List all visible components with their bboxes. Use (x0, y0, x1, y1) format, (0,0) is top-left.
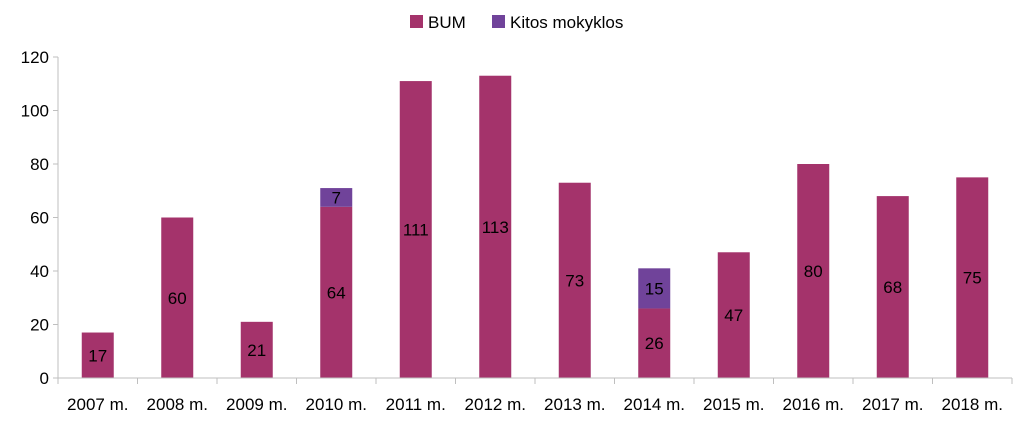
data-label: 21 (247, 341, 266, 360)
data-label: 80 (804, 262, 823, 281)
x-tick-label: 2010 m. (306, 395, 367, 414)
bar-segment (479, 75, 512, 378)
data-label: 73 (565, 271, 584, 290)
y-tick-label: 80 (30, 155, 49, 174)
x-tick-label: 2015 m. (703, 395, 764, 414)
legend-label: Kitos mokyklos (510, 13, 623, 32)
x-axis: 2007 m. 2008 m. 2009 m. 2010 m. 2011 m. 2012 … (57, 377, 1013, 414)
bar-segment (717, 252, 750, 378)
data-label: 15 (645, 279, 664, 298)
bar-segment (956, 177, 989, 378)
legend-swatch (410, 15, 423, 28)
legend-swatch (492, 15, 505, 28)
x-tick-label: 2013 m. (544, 395, 605, 414)
legend: BUM Kitos mokyklos (410, 13, 623, 32)
x-tick-label: 2018 m. (942, 395, 1003, 414)
data-label: 75 (963, 269, 982, 288)
bar-segment (81, 332, 114, 378)
bar-segment (320, 206, 353, 378)
y-tick-label: 20 (30, 316, 49, 335)
y-axis: 0 20 40 60 80 100 120 (21, 48, 59, 388)
bar-segment (399, 81, 432, 378)
x-tick-label: 2011 m. (386, 395, 446, 414)
bar-segment (161, 217, 194, 378)
data-label: 113 (482, 218, 509, 237)
data-label: 7 (332, 188, 341, 207)
legend-label: BUM (428, 13, 466, 32)
y-tick-label: 120 (21, 48, 49, 67)
bars: 17 60 21 64 7 111 113 73 26 15 47 80 68 75 (81, 75, 989, 378)
data-label: 26 (645, 334, 664, 353)
bar-segment (638, 268, 671, 309)
bar-segment (638, 308, 671, 378)
data-label: 17 (88, 346, 107, 365)
data-label: 47 (724, 306, 743, 325)
x-tick-label: 2016 m. (783, 395, 844, 414)
data-label: 68 (883, 278, 902, 297)
data-label: 64 (327, 283, 346, 302)
y-tick-label: 0 (40, 369, 49, 388)
x-tick-label: 2009 m. (226, 395, 287, 414)
x-tick-label: 2012 m. (465, 395, 526, 414)
bar-segment (240, 321, 273, 378)
x-tick-label: 2014 m. (624, 395, 685, 414)
bar-segment (797, 164, 830, 378)
bar-segment (558, 182, 591, 378)
bar-segment (320, 188, 353, 207)
bar-segment (876, 196, 909, 378)
x-tick-label: 2007 m. (67, 395, 128, 414)
x-tick-label: 2017 m. (862, 395, 923, 414)
x-tick-label: 2008 m. (147, 395, 208, 414)
data-label: 60 (168, 289, 187, 308)
y-tick-label: 60 (30, 209, 49, 228)
y-tick-label: 40 (30, 262, 49, 281)
y-tick-label: 100 (21, 102, 49, 121)
data-label: 111 (403, 221, 429, 240)
